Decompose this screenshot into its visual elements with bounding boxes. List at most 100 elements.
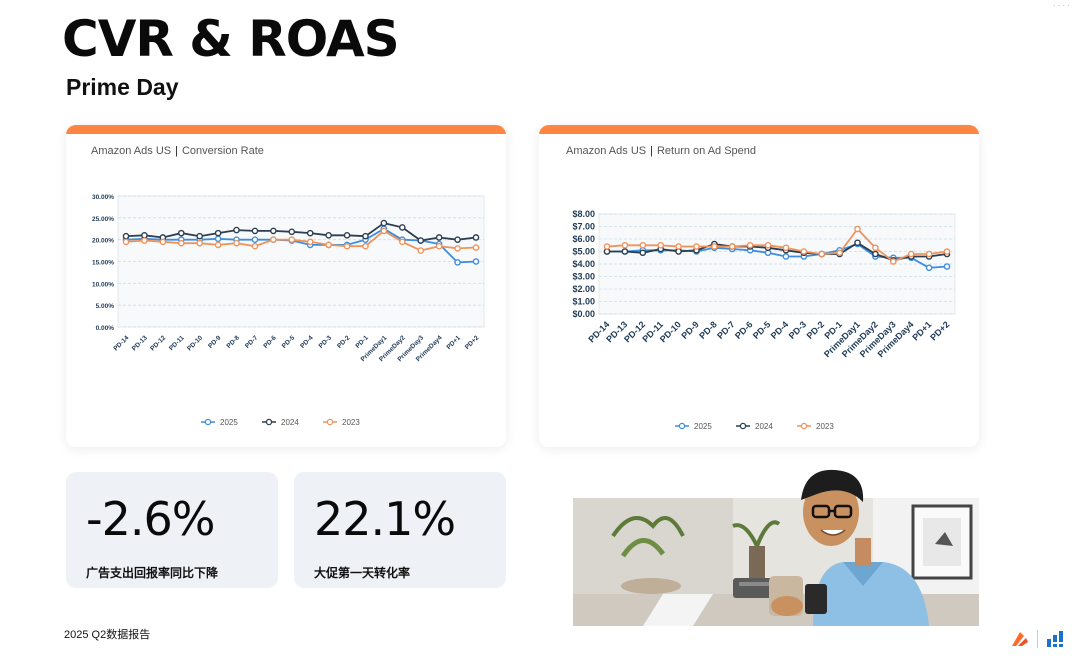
legend-label: 2025 [220,418,238,427]
data-point [306,238,314,246]
legend-label: 2025 [694,422,712,431]
x-tick-label: PD+1 [445,334,462,351]
data-point [306,229,314,237]
x-tick-label: PD-9 [207,334,223,350]
data-point [621,241,629,249]
x-tick-label: PD-1 [354,334,370,350]
cvr-line-chart: 0.00% 5.00% 10.00% 15.00% 20.00% 25.00% 30.00%… [92,194,485,427]
x-tick-label: PD-6 [733,319,755,341]
legend-marker [739,422,747,430]
data-point [872,250,879,258]
data-point [251,227,259,235]
logo-divider [1037,630,1038,648]
y-tick-label: $1.00 [572,297,595,307]
x-tick-label: PD-13 [131,334,149,352]
data-point [380,219,388,227]
card-accent-bar [66,125,506,134]
data-point [159,238,167,246]
legend-label: 2023 [342,418,360,427]
card-source: Amazon Ads US [91,145,172,157]
data-point [764,241,772,249]
y-tick-label: $6.00 [572,234,595,244]
data-point [288,236,296,243]
x-tick-label: PD-6 [262,334,278,350]
page-subtitle: Prime Day [66,74,179,100]
data-point [675,243,682,250]
data-point [141,237,148,244]
x-tick-label: PD-4 [299,334,315,350]
cvr-chart-card: Amazon Ads US | Conversion Rate 0.00% 5.00%… [66,125,506,447]
x-tick-label: PD-3 [318,334,334,350]
legend-marker [678,422,686,430]
y-tick-label: $0.00 [572,309,595,319]
x-tick-label: PD-9 [679,319,701,341]
y-tick-label: $8.00 [572,209,595,219]
card-header: Amazon Ads US | Conversion Rate [91,145,264,157]
brand-logo-icon [1012,632,1028,646]
x-tick-label: PD-8 [226,334,242,350]
report-footer: 2025 Q2数据报告 [64,629,151,641]
corner-dots: .... [1052,0,1072,9]
x-tick-label: PD-3 [787,319,809,341]
y-tick-label: 30.00% [92,194,114,201]
data-point [214,241,222,249]
legend-label: 2024 [281,418,299,427]
data-point [399,238,406,246]
data-point [639,241,647,249]
data-point [435,242,443,250]
card-source: Amazon Ads US [566,145,647,157]
data-point [472,244,480,251]
data-point [362,232,369,240]
y-tick-label: $4.00 [572,259,595,269]
data-point [925,264,933,272]
x-tick-label: PD-14 [112,334,130,352]
data-point [943,263,951,270]
bar-chart-logo-icon [1047,631,1065,647]
legend-label: 2023 [816,422,834,431]
data-point [122,232,130,240]
data-point [196,239,203,247]
data-point [454,245,461,252]
x-tick-label: PD-12 [149,334,167,352]
legend-marker [204,418,212,426]
data-point [214,235,222,243]
x-tick-label: PD-4 [769,319,791,341]
x-tick-label: PD-2 [336,334,352,350]
card-metric: Return on Ad Spend [656,145,757,157]
data-point [343,232,351,239]
data-point [728,243,736,250]
data-point [746,241,754,249]
legend-label: 2024 [755,422,773,431]
x-tick-label: PD+2 [464,334,481,351]
data-point [288,228,296,236]
y-tick-label: $7.00 [572,222,595,232]
x-tick-label: PD-10 [186,334,204,352]
data-point [214,229,222,237]
card-metric: Conversion Rate [181,145,264,157]
data-point [435,234,443,241]
data-point [251,236,259,243]
data-point [639,249,647,257]
stat-value: -2.6% [86,492,215,546]
x-tick-label: PD-5 [751,319,773,341]
data-point [196,232,203,240]
y-tick-label: 20.00% [92,238,114,245]
data-point [782,244,790,252]
data-point [177,229,185,237]
x-tick-label: PD-5 [281,334,297,350]
data-point [890,258,897,265]
stat-tile-cvr-day1: 22.1% 大促第一天转化率 [294,472,506,588]
roas-line-chart: $0.00 $1.00 $2.00 $3.00 $4.00 $5.00 $6.00 $7.00… [572,209,956,431]
data-point [854,239,861,247]
data-point [472,234,480,241]
data-point [141,232,148,239]
data-point [693,243,700,250]
data-point [325,232,332,239]
y-tick-label: $3.00 [572,272,595,282]
y-tick-label: 5.00% [96,303,115,310]
x-tick-label: PD+2 [928,319,951,342]
y-tick-label: $2.00 [572,284,595,294]
card-separator: | [175,145,178,157]
data-point [122,238,130,246]
data-point [251,242,259,250]
